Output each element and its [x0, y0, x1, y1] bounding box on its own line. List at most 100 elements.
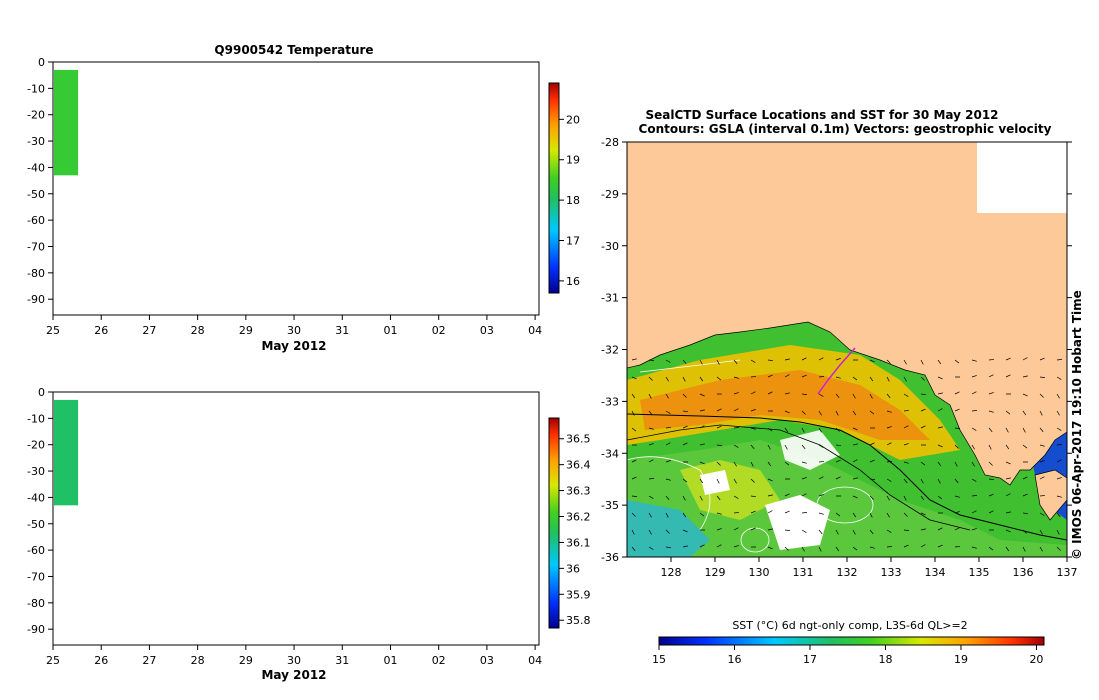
- velocity-vector: [818, 376, 825, 378]
- velocity-vector: [767, 444, 771, 450]
- velocity-vector: [988, 478, 995, 480]
- velocity-vector: [631, 393, 636, 399]
- velocity-vector: [818, 546, 822, 552]
- temperature-xlabel: May 2012: [261, 339, 326, 353]
- velocity-vector: [886, 426, 892, 429]
- velocity-vector: [818, 512, 824, 515]
- velocity-vector: [682, 376, 686, 382]
- cloud-mask-1: [765, 495, 830, 550]
- velocity-vector: [920, 495, 925, 501]
- sst-colorbar-tick-label: 17: [803, 653, 817, 666]
- velocity-vector: [988, 410, 994, 413]
- velocity-vector: [631, 495, 638, 497]
- sst-colorbar-label: SST (°C) 6d ngt-only comp, L3S-6d QL>=2: [732, 619, 967, 632]
- velocity-vector: [1005, 427, 1009, 433]
- y-tick-label: -70: [27, 570, 45, 583]
- y-tick-label: -60: [27, 214, 45, 227]
- velocity-vector: [733, 495, 739, 499]
- y-tick-label: -60: [27, 544, 45, 557]
- velocity-vector: [784, 510, 790, 514]
- velocity-vector: [954, 391, 960, 395]
- velocity-vector: [665, 460, 671, 463]
- temperature-panel: Q9900542 Temperature 0 -10 -20 -30 -40 -50 -60…: [27, 43, 580, 353]
- velocity-vector: [869, 459, 875, 463]
- velocity-vector: [1022, 410, 1027, 416]
- salinity-y-axis: 0 -10 -20 -30 -40 -50 -60 -70 -80 -90: [27, 386, 53, 636]
- velocity-vector: [886, 546, 893, 548]
- velocity-vector: [699, 478, 704, 484]
- velocity-vector: [937, 359, 942, 365]
- x-tick-label: 31: [335, 324, 349, 337]
- velocity-vector: [1005, 546, 1010, 552]
- velocity-vector: [767, 478, 773, 482]
- salinity-x-axis: 25 26 27 28 29 30 31 01 02 03 04: [46, 645, 542, 667]
- velocity-vector: [801, 461, 807, 464]
- velocity-vector: [716, 495, 721, 501]
- velocity-vector: [886, 410, 892, 413]
- velocity-vector: [750, 444, 755, 450]
- velocity-vector: [954, 444, 959, 449]
- velocity-vector: [852, 376, 858, 381]
- x-tick-label: 29: [239, 324, 253, 337]
- velocity-vector: [631, 410, 635, 416]
- lat-tick-label: -31: [601, 292, 619, 305]
- velocity-vector: [784, 410, 790, 414]
- velocity-vector: [1039, 427, 1044, 433]
- velocity-vector: [682, 478, 688, 483]
- velocity-vector: [835, 376, 841, 379]
- velocity-vector: [699, 393, 705, 397]
- colorbar-tick-label: 17: [566, 235, 580, 248]
- velocity-vector: [886, 529, 892, 533]
- lat-tick-label: -29: [601, 188, 619, 201]
- cloud-mask-3: [700, 470, 730, 495]
- colorbar-tick-label: 36.2: [566, 511, 591, 524]
- velocity-vector: [784, 374, 790, 378]
- velocity-vector: [886, 495, 890, 501]
- velocity-vector: [954, 527, 960, 531]
- velocity-vector: [750, 427, 756, 430]
- y-tick-label: -90: [27, 293, 45, 306]
- velocity-vector: [716, 444, 723, 446]
- velocity-vector: [733, 427, 740, 429]
- velocity-vector: [835, 444, 842, 447]
- velocity-vector: [733, 461, 737, 467]
- map-longitude-axis: 128 129 130 131 132 133 134 135 136 137: [661, 557, 1078, 579]
- lon-tick-label: 128: [661, 566, 682, 579]
- y-tick-label: -80: [27, 267, 45, 280]
- velocity-vector: [665, 393, 669, 399]
- cloud-mask-2: [780, 430, 840, 470]
- velocity-vector: [665, 410, 671, 414]
- salinity-plot-frame: [52, 391, 540, 646]
- velocity-vector: [1039, 529, 1043, 535]
- velocity-vector: [733, 376, 739, 379]
- map-subtitle: Contours: GSLA (interval 0.1m) Vectors: …: [639, 122, 1052, 136]
- velocity-vector: [903, 393, 909, 397]
- velocity-vector: [801, 357, 807, 361]
- velocity-vector: [631, 376, 637, 380]
- velocity-vector: [665, 546, 672, 549]
- velocity-vector: [682, 442, 688, 446]
- velocity-vector: [682, 359, 687, 365]
- velocity-vector: [750, 461, 754, 467]
- velocity-vector: [716, 528, 722, 531]
- velocity-vector: [818, 357, 824, 361]
- velocity-vector: [886, 359, 891, 364]
- velocity-vector: [665, 376, 669, 382]
- x-tick-label: 27: [142, 654, 156, 667]
- colorbar-tick-label: 35.9: [566, 588, 591, 601]
- velocity-vector: [954, 495, 960, 498]
- lon-tick-label: 135: [969, 566, 990, 579]
- sst-colorbar-ticks: 15 16 17 18 19 20: [652, 645, 1043, 666]
- y-tick-label: -10: [27, 412, 45, 425]
- velocity-vector: [767, 359, 773, 362]
- velocity-vector: [1022, 393, 1028, 397]
- velocity-vector: [784, 392, 790, 395]
- temperature-y-axis: 0 -10 -20 -30 -40 -50 -60 -70 -80 -90: [27, 56, 53, 306]
- velocity-vector: [937, 426, 943, 429]
- x-tick-label: 27: [142, 324, 156, 337]
- velocity-vector: [648, 376, 653, 381]
- salinity-panel: 0 -10 -20 -30 -40 -50 -60 -70 -80 -90 25 26 27 28 29 3…: [27, 386, 590, 682]
- velocity-vector: [1022, 512, 1029, 515]
- velocity-vector: [801, 410, 806, 415]
- velocity-vector: [716, 359, 720, 365]
